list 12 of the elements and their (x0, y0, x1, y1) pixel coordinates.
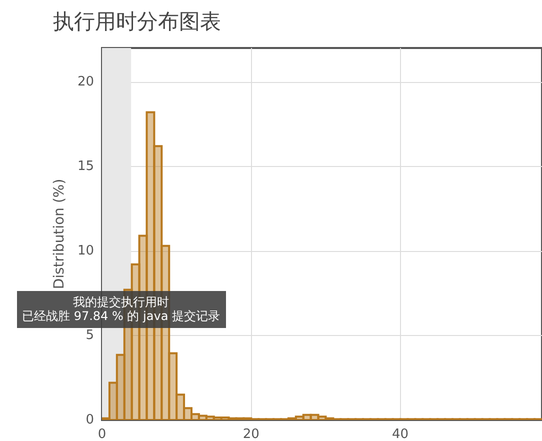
chart-title: 执行用时分布图表 (53, 10, 221, 34)
y-tick-label: 10 (77, 243, 94, 258)
y-axis-title: Distribution (%) (52, 178, 68, 290)
y-tick-label: 20 (77, 74, 94, 90)
y-tick-label: 0 (86, 412, 94, 428)
x-tick-label: 40 (392, 427, 409, 441)
annotation: 我的提交执行用时 (73, 295, 169, 309)
y-tick-label: 5 (86, 328, 94, 343)
y-tick-label: 15 (77, 158, 94, 174)
x-tick-label: 0 (98, 427, 106, 441)
annotation: 已经战胜 97.84 % 的 java 提交记录 (22, 309, 220, 323)
x-tick-label: 20 (242, 427, 260, 441)
